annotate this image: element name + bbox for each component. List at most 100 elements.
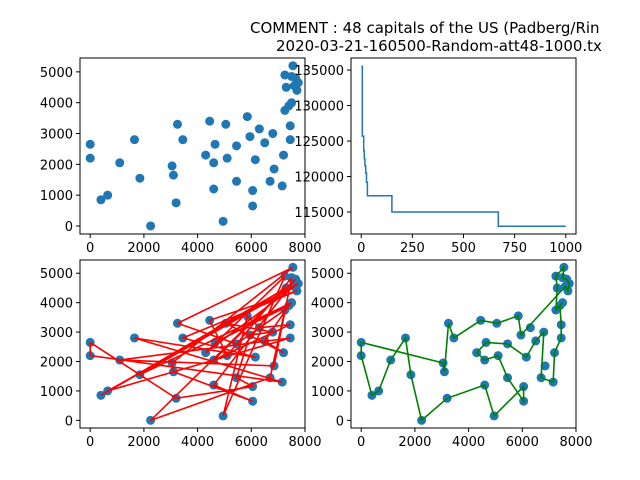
- x-tick-label: 2000: [127, 435, 160, 450]
- y-tick-label: 2000: [311, 356, 344, 371]
- panel-random-tour: 0 2000 4000 6000 8000 0 1000 2000 3000 4000 5000: [40, 259, 322, 450]
- city-point: [115, 158, 125, 168]
- city-point: [172, 119, 182, 129]
- city-point: [218, 216, 228, 226]
- x-tick-label: 4000: [181, 241, 214, 256]
- y-tick-label: 4000: [311, 297, 344, 312]
- city-point: [232, 176, 242, 186]
- y-tick-label: 3000: [311, 326, 344, 341]
- x-tick-label: 0: [86, 241, 94, 256]
- city-point: [232, 141, 242, 151]
- y-tick-label: 5000: [40, 66, 73, 81]
- y-tick-label: 1000: [311, 385, 344, 400]
- panel-cities: 0 2000 4000 6000 8000 0 1000 2000 3000 4000 5000: [40, 57, 322, 256]
- axes-frame: [350, 57, 577, 235]
- city-point: [280, 70, 290, 80]
- y-tick-label: 125000: [294, 135, 344, 150]
- city-point: [130, 135, 140, 145]
- city-point: [146, 221, 156, 231]
- axes-frame: [350, 259, 577, 429]
- x-tick-label: 6000: [235, 241, 268, 256]
- city-point: [525, 323, 535, 333]
- city-point: [85, 139, 95, 149]
- x-tick-label: 8000: [288, 435, 321, 450]
- x-tick-label: 250: [400, 241, 425, 256]
- x-tick-label: 500: [451, 241, 476, 256]
- city-point: [292, 85, 302, 95]
- y-tick-label: 3000: [40, 326, 73, 341]
- city-point: [205, 116, 215, 126]
- y-tick-label: 2000: [40, 356, 73, 371]
- city-point: [222, 153, 232, 163]
- y-tick-label: 2000: [40, 158, 73, 173]
- x-tick-label: 4000: [181, 435, 214, 450]
- city-point: [285, 121, 295, 131]
- city-point: [281, 82, 291, 92]
- random-tour-path: [89, 266, 299, 422]
- city-point: [265, 176, 275, 186]
- y-tick-label: 4000: [40, 97, 73, 112]
- y-tick-label: 130000: [294, 100, 344, 115]
- city-point: [209, 158, 219, 168]
- city-point: [242, 112, 252, 122]
- city-point: [269, 164, 279, 174]
- city-point: [285, 135, 295, 145]
- panel-best-tour: 0 2000 4000 6000 8000 0 1000 2000 3000 4000 5000: [311, 259, 593, 450]
- y-tick-label: 0: [336, 414, 344, 429]
- title-line-1: COMMENT : 48 capitals of the US (Padberg…: [250, 19, 600, 37]
- city-point: [171, 198, 181, 208]
- y-tick-label: 0: [65, 414, 73, 429]
- city-point: [293, 78, 303, 88]
- city-point: [248, 396, 258, 406]
- city-point: [250, 155, 260, 165]
- x-tick-label: 8000: [559, 435, 592, 450]
- city-point: [96, 195, 106, 205]
- best-tour-path: [360, 264, 571, 422]
- y-tick-label: 5000: [40, 267, 73, 282]
- y-tick-label: 4000: [40, 297, 73, 312]
- x-tick-label: 4000: [452, 435, 485, 450]
- x-tick-label: 2000: [398, 435, 431, 450]
- y-tick-label: 135000: [294, 64, 344, 79]
- city-point: [292, 286, 302, 296]
- cost-series-line: [361, 65, 566, 227]
- city-point: [268, 129, 278, 139]
- axes-frame: [79, 259, 306, 429]
- y-tick-label: 1000: [40, 385, 73, 400]
- city-point: [260, 138, 270, 148]
- city-point: [287, 71, 297, 81]
- city-point: [540, 361, 550, 371]
- title-line-2: 2020-03-21-160500-Random-att48-1000.tx: [276, 37, 602, 55]
- axes-frame: [79, 57, 306, 235]
- x-tick-label: 2000: [127, 241, 160, 256]
- y-tick-label: 120000: [294, 171, 344, 186]
- city-point: [288, 61, 298, 71]
- y-tick-label: 0: [65, 220, 73, 235]
- x-tick-label: 750: [502, 241, 527, 256]
- city-point: [277, 181, 287, 191]
- city-point: [245, 132, 255, 142]
- x-tick-label: 6000: [506, 435, 539, 450]
- city-point: [135, 173, 145, 183]
- city-point: [85, 153, 95, 163]
- city-point: [178, 135, 188, 145]
- y-tick-label: 115000: [294, 206, 344, 221]
- city-point: [248, 186, 258, 196]
- city-point: [167, 161, 177, 171]
- x-tick-label: 0: [86, 435, 94, 450]
- city-point: [209, 184, 219, 194]
- x-tick-label: 0: [357, 435, 365, 450]
- city-point: [279, 150, 289, 160]
- x-tick-label: 1000: [549, 241, 582, 256]
- y-tick-label: 1000: [40, 189, 73, 204]
- x-tick-label: 0: [357, 241, 365, 256]
- city-point: [248, 201, 258, 211]
- y-tick-label: 5000: [311, 267, 344, 282]
- city-point: [103, 190, 113, 200]
- y-tick-label: 3000: [40, 128, 73, 143]
- city-point: [254, 124, 264, 134]
- city-point: [168, 170, 178, 180]
- city-point: [201, 150, 211, 160]
- x-tick-label: 6000: [235, 435, 268, 450]
